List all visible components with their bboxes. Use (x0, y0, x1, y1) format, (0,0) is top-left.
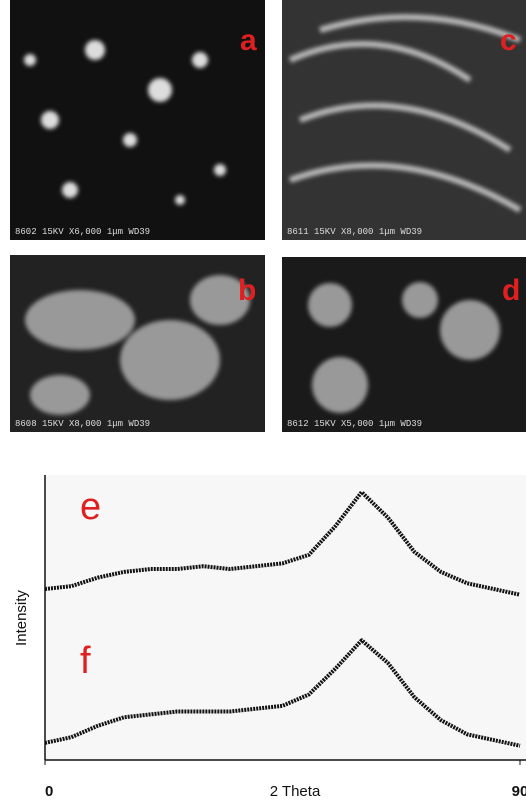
panel-caption: 8611 15KV X8,000 1μm WD39 (287, 227, 422, 237)
panel-label: c (500, 24, 517, 57)
panel-label: a (240, 24, 257, 57)
x-axis-label: 2 Theta (270, 783, 321, 800)
panel-caption: 8608 15KV X8,000 1μm WD39 (15, 419, 150, 429)
x-tick-label: 90 (512, 783, 526, 800)
panel-label: d (502, 274, 520, 307)
series-label: f (80, 640, 91, 682)
x-tick-label: 0 (45, 783, 53, 800)
series-label: e (80, 486, 101, 528)
sem-panel-c: c 8611 15KV X8,000 1μm WD39 (282, 0, 526, 240)
figure: a 8602 15KV X6,000 1μm WD39 c 8611 15KV … (0, 0, 526, 806)
y-axis-label: Intensity (13, 590, 30, 646)
sem-panel-d: d 8612 15KV X5,000 1μm WD39 (282, 257, 526, 432)
sem-panel-b: b 8608 15KV X8,000 1μm WD39 (10, 255, 265, 432)
panel-caption: 8602 15KV X6,000 1μm WD39 (15, 227, 150, 237)
panel-caption: 8612 15KV X5,000 1μm WD39 (287, 419, 422, 429)
panel-label: b (238, 274, 256, 307)
plot-area (45, 475, 526, 760)
sem-panel-a: a 8602 15KV X6,000 1μm WD39 (10, 0, 265, 240)
